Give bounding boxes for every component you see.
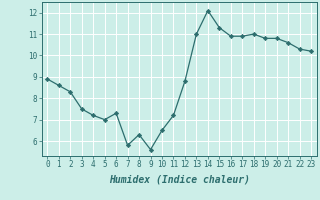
X-axis label: Humidex (Indice chaleur): Humidex (Indice chaleur) xyxy=(109,175,250,185)
